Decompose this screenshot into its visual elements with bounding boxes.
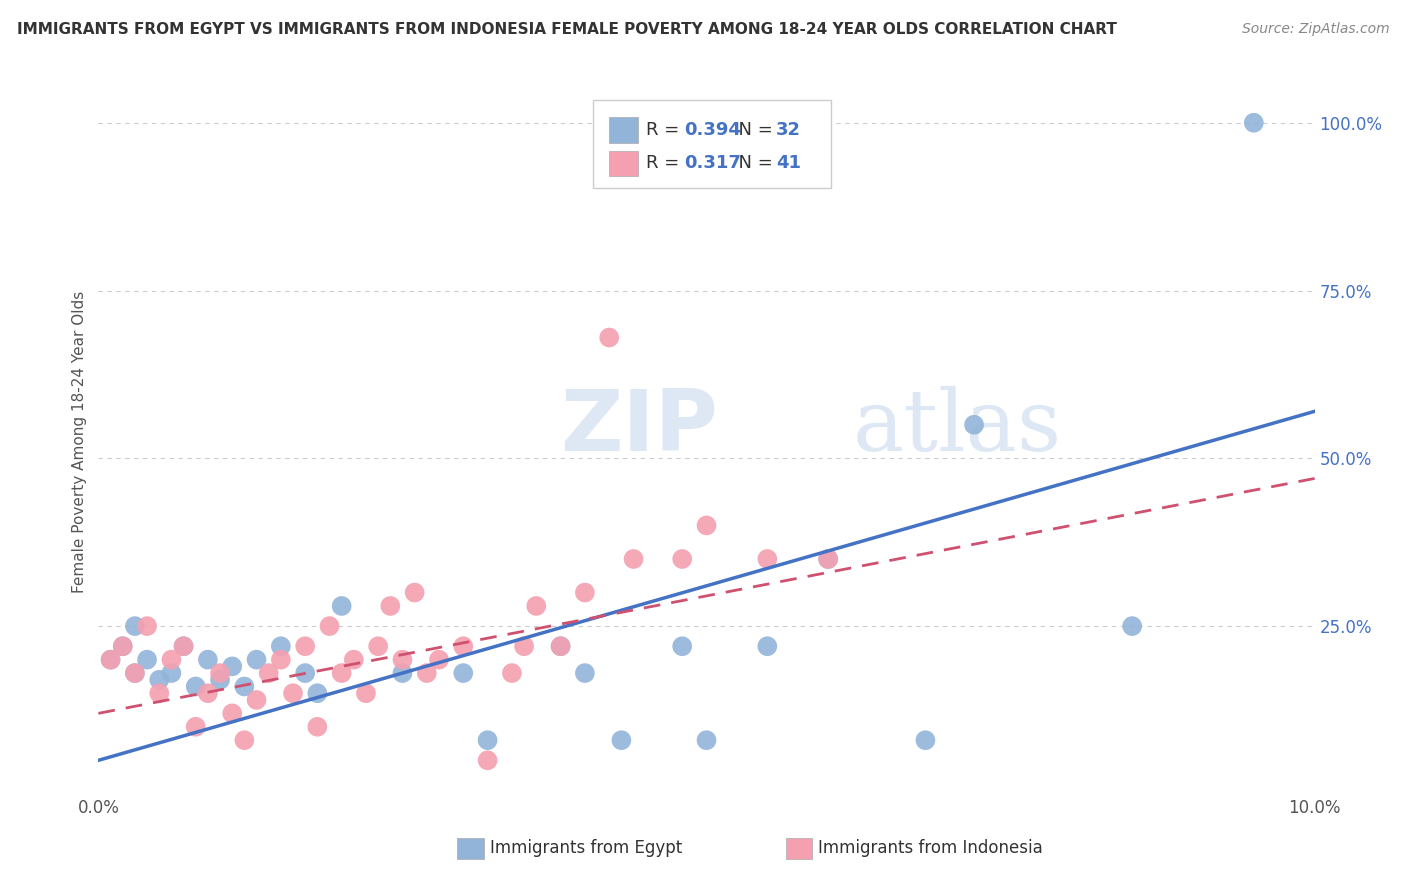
- Point: [318, 619, 340, 633]
- Point: [136, 653, 159, 667]
- FancyBboxPatch shape: [609, 118, 638, 143]
- Point: [477, 753, 499, 767]
- Point: [756, 552, 779, 566]
- Point: [914, 733, 936, 747]
- FancyBboxPatch shape: [609, 151, 638, 176]
- Text: IMMIGRANTS FROM EGYPT VS IMMIGRANTS FROM INDONESIA FEMALE POVERTY AMONG 18-24 YE: IMMIGRANTS FROM EGYPT VS IMMIGRANTS FROM…: [17, 22, 1116, 37]
- Point: [111, 639, 134, 653]
- Point: [550, 639, 572, 653]
- Point: [416, 666, 439, 681]
- Point: [453, 666, 475, 681]
- Point: [598, 330, 620, 344]
- Point: [453, 639, 475, 653]
- Point: [209, 666, 232, 681]
- Text: 0.317: 0.317: [685, 154, 741, 172]
- Point: [111, 639, 134, 653]
- Point: [197, 686, 219, 700]
- Text: N =: N =: [727, 121, 779, 139]
- Text: 41: 41: [776, 154, 801, 172]
- Text: R =: R =: [645, 154, 685, 172]
- Point: [160, 653, 183, 667]
- Text: N =: N =: [727, 154, 779, 172]
- Point: [100, 653, 122, 667]
- Point: [307, 686, 329, 700]
- Point: [574, 585, 596, 599]
- Point: [367, 639, 389, 653]
- Text: 0.394: 0.394: [685, 121, 741, 139]
- Point: [524, 599, 547, 613]
- Point: [391, 666, 413, 681]
- Text: ZIP: ZIP: [561, 386, 718, 469]
- Point: [696, 733, 718, 747]
- Point: [501, 666, 523, 681]
- Point: [610, 733, 633, 747]
- Point: [1243, 116, 1265, 130]
- Point: [671, 552, 693, 566]
- FancyBboxPatch shape: [593, 100, 831, 188]
- Point: [756, 639, 779, 653]
- FancyBboxPatch shape: [786, 838, 813, 859]
- Point: [233, 733, 256, 747]
- Point: [354, 686, 377, 700]
- Point: [233, 680, 256, 694]
- Point: [391, 653, 413, 667]
- Point: [671, 639, 693, 653]
- Point: [294, 666, 316, 681]
- Point: [173, 639, 195, 653]
- Point: [817, 552, 839, 566]
- Text: Immigrants from Egypt: Immigrants from Egypt: [491, 839, 682, 857]
- Point: [100, 653, 122, 667]
- Point: [307, 720, 329, 734]
- Point: [404, 585, 426, 599]
- Point: [221, 706, 243, 721]
- Point: [513, 639, 536, 653]
- Point: [160, 666, 183, 681]
- Point: [343, 653, 366, 667]
- Point: [477, 733, 499, 747]
- Point: [380, 599, 402, 613]
- Point: [245, 693, 267, 707]
- Point: [270, 639, 292, 653]
- Point: [221, 659, 243, 673]
- Text: atlas: atlas: [852, 386, 1062, 469]
- Point: [148, 673, 170, 687]
- Point: [963, 417, 986, 432]
- Text: R =: R =: [645, 121, 685, 139]
- Y-axis label: Female Poverty Among 18-24 Year Olds: Female Poverty Among 18-24 Year Olds: [72, 291, 87, 592]
- Point: [330, 666, 353, 681]
- FancyBboxPatch shape: [457, 838, 484, 859]
- Point: [574, 666, 596, 681]
- Point: [427, 653, 450, 667]
- Point: [184, 680, 207, 694]
- Point: [184, 720, 207, 734]
- Point: [124, 619, 146, 633]
- Point: [330, 599, 353, 613]
- Point: [124, 666, 146, 681]
- Text: 32: 32: [776, 121, 801, 139]
- Point: [281, 686, 304, 700]
- Text: Immigrants from Indonesia: Immigrants from Indonesia: [818, 839, 1043, 857]
- Point: [245, 653, 267, 667]
- Point: [550, 639, 572, 653]
- Point: [124, 666, 146, 681]
- Point: [173, 639, 195, 653]
- Point: [696, 518, 718, 533]
- Point: [209, 673, 232, 687]
- Point: [257, 666, 280, 681]
- Point: [623, 552, 645, 566]
- Point: [270, 653, 292, 667]
- Point: [294, 639, 316, 653]
- Text: Source: ZipAtlas.com: Source: ZipAtlas.com: [1241, 22, 1389, 37]
- Point: [1121, 619, 1143, 633]
- Point: [197, 653, 219, 667]
- Point: [148, 686, 170, 700]
- Point: [817, 552, 839, 566]
- Point: [136, 619, 159, 633]
